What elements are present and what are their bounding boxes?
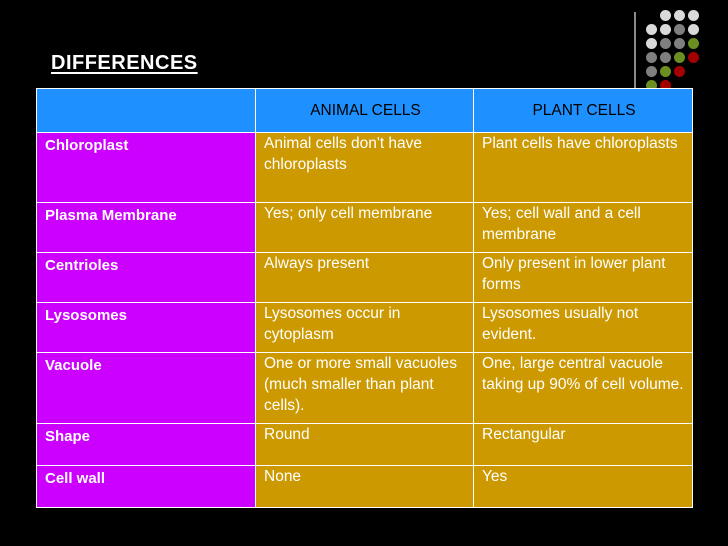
decor-dot [688, 52, 699, 63]
row-label: Cell wall [36, 465, 256, 508]
animal-cell-value: Lysosomes occur in cytoplasm [255, 302, 474, 353]
plant-cell-value: Yes [473, 465, 693, 508]
divider-line [634, 12, 636, 104]
row-label: Plasma Membrane [36, 202, 256, 253]
plant-cell-value: Rectangular [473, 423, 693, 466]
row-label: Lysosomes [36, 302, 256, 353]
decor-dot [674, 66, 685, 77]
decor-dot [674, 24, 685, 35]
decor-dot [646, 52, 657, 63]
decor-dot [688, 10, 699, 21]
header-animal-cells: ANIMAL CELLS [255, 88, 474, 133]
plant-cell-value: Yes; cell wall and a cell membrane [473, 202, 693, 253]
animal-cell-value: Always present [255, 252, 474, 303]
plant-cell-value: Plant cells have chloroplasts [473, 132, 693, 203]
header-empty-cell [36, 88, 256, 133]
decor-dot [660, 66, 671, 77]
slide-title: DIFFERENCES [51, 52, 198, 74]
row-label: Vacuole [36, 352, 256, 424]
header-plant-cells: PLANT CELLS [473, 88, 693, 133]
decor-dot [646, 66, 657, 77]
decor-dot [660, 10, 671, 21]
table-row: Plasma Membrane Yes; only cell membrane … [36, 202, 693, 253]
decor-dot [674, 10, 685, 21]
table-row: Shape Round Rectangular [36, 423, 693, 466]
comparison-table: ANIMAL CELLS PLANT CELLS Chloroplast Ani… [36, 88, 693, 508]
decor-dot [660, 52, 671, 63]
decor-dot [674, 52, 685, 63]
decor-dot [660, 24, 671, 35]
animal-cell-value: Animal cells don't have chloroplasts [255, 132, 474, 203]
animal-cell-value: Round [255, 423, 474, 466]
table-row: Chloroplast Animal cells don't have chlo… [36, 132, 693, 203]
table-header-row: ANIMAL CELLS PLANT CELLS [36, 88, 693, 133]
decor-dot [646, 38, 657, 49]
animal-cell-value: Yes; only cell membrane [255, 202, 474, 253]
row-label: Shape [36, 423, 256, 466]
decor-dot [674, 38, 685, 49]
table-row: Vacuole One or more small vacuoles (much… [36, 352, 693, 424]
decor-dot [688, 24, 699, 35]
animal-cell-value: None [255, 465, 474, 508]
decor-dot [688, 38, 699, 49]
table-row: Centrioles Always present Only present i… [36, 252, 693, 303]
plant-cell-value: Only present in lower plant forms [473, 252, 693, 303]
table-row: Lysosomes Lysosomes occur in cytoplasm L… [36, 302, 693, 353]
decor-dot [646, 24, 657, 35]
row-label: Chloroplast [36, 132, 256, 203]
plant-cell-value: Lysosomes usually not evident. [473, 302, 693, 353]
decor-dot [660, 38, 671, 49]
table-row: Cell wall None Yes [36, 465, 693, 508]
animal-cell-value: One or more small vacuoles (much smaller… [255, 352, 474, 424]
row-label: Centrioles [36, 252, 256, 303]
plant-cell-value: One, large central vacuole taking up 90%… [473, 352, 693, 424]
decor-dot [646, 80, 657, 91]
decor-dot [660, 80, 671, 91]
